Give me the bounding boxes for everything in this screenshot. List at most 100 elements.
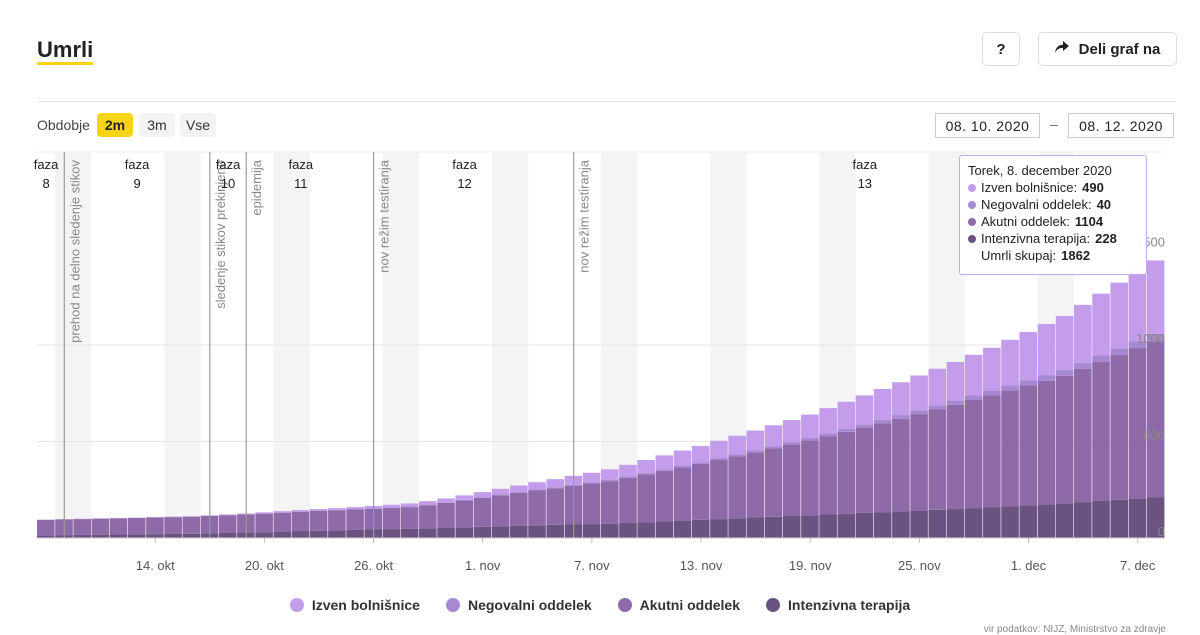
bar-segment-1 bbox=[728, 456, 746, 518]
bar-segment-1 bbox=[710, 460, 728, 519]
tooltip-dot-intenzivna bbox=[968, 235, 976, 243]
bar-segment-3 bbox=[838, 402, 856, 429]
period-all-button[interactable]: Vse bbox=[180, 113, 216, 137]
bar-segment-0 bbox=[1129, 499, 1147, 538]
bar-segment-0 bbox=[692, 520, 710, 538]
bar-segment-2 bbox=[1019, 380, 1037, 385]
bar-segment-1 bbox=[1110, 355, 1128, 500]
bar-segment-3 bbox=[892, 382, 910, 415]
tooltip-dot-akutni bbox=[968, 218, 976, 226]
bar-segment-0 bbox=[383, 529, 401, 538]
date-from-input[interactable]: 08. 10. 2020 bbox=[935, 113, 1040, 138]
bar-segment-3 bbox=[947, 362, 965, 401]
legend-item-intenzivna[interactable]: Intenzivna terapija bbox=[766, 597, 910, 613]
bar-segment-0 bbox=[1074, 502, 1092, 538]
bar-segment-2 bbox=[892, 415, 910, 419]
chart-legend: Izven bolnišnice Negovalni oddelek Akutn… bbox=[0, 597, 1200, 613]
bar-segment-1 bbox=[474, 498, 492, 527]
bar-segment-0 bbox=[455, 527, 473, 538]
bar-segment-2 bbox=[747, 450, 765, 452]
bar-segment-0 bbox=[1019, 505, 1037, 538]
bar-segment-3 bbox=[310, 509, 328, 511]
bar-segment-0 bbox=[619, 523, 637, 538]
bar-segment-3 bbox=[583, 473, 601, 483]
tooltip-label-intenzivna: Intenzivna terapija: bbox=[981, 230, 1090, 247]
bar-segment-2 bbox=[601, 480, 619, 481]
help-button[interactable]: ? bbox=[982, 32, 1020, 66]
phase-label: faza bbox=[853, 157, 878, 172]
bar-segment-3 bbox=[419, 501, 437, 504]
bar-segment-0 bbox=[910, 511, 928, 538]
share-button[interactable]: Deli graf na bbox=[1038, 32, 1177, 66]
bar-segment-2 bbox=[656, 469, 674, 471]
bar-segment-0 bbox=[292, 531, 310, 538]
bar-segment-0 bbox=[219, 533, 237, 538]
bar-segment-3 bbox=[801, 414, 819, 437]
bar-segment-0 bbox=[1110, 500, 1128, 538]
bar-segment-3 bbox=[692, 446, 710, 462]
bar-segment-0 bbox=[255, 532, 273, 538]
period-3m-button[interactable]: 3m bbox=[139, 113, 175, 137]
bar-segment-0 bbox=[656, 521, 674, 538]
period-label: Obdobje bbox=[37, 117, 90, 133]
bar-segment-1 bbox=[328, 510, 346, 530]
tooltip-label-negovalni: Negovalni oddelek: bbox=[981, 196, 1092, 213]
bar-segment-0 bbox=[346, 530, 364, 538]
x-tick-label: 7. dec bbox=[1120, 558, 1156, 573]
x-tick-label: 20. okt bbox=[245, 558, 284, 573]
bar-segment-3 bbox=[437, 498, 455, 502]
bar-segment-2 bbox=[637, 473, 655, 475]
bar-segment-1 bbox=[146, 518, 164, 535]
divider bbox=[37, 101, 1176, 102]
phase-label: faza bbox=[289, 157, 314, 172]
bar-segment-2 bbox=[838, 429, 856, 432]
bar-segment-0 bbox=[419, 528, 437, 538]
bar-segment-2 bbox=[710, 458, 728, 460]
bar-segment-2 bbox=[765, 446, 783, 448]
legend-label-izven: Izven bolnišnice bbox=[312, 597, 420, 613]
bar-segment-0 bbox=[546, 525, 564, 538]
bar-segment-1 bbox=[819, 436, 837, 514]
bar-segment-3 bbox=[1074, 305, 1092, 363]
bar-segment-0 bbox=[1092, 501, 1110, 538]
bar-segment-0 bbox=[947, 509, 965, 538]
bar-segment-3 bbox=[965, 355, 983, 396]
bar-segment-1 bbox=[255, 514, 273, 533]
legend-item-akutni[interactable]: Akutni oddelek bbox=[618, 597, 740, 613]
chart-tooltip: Torek, 8. december 2020 Izven bolnišnice… bbox=[959, 155, 1147, 275]
bar-segment-3 bbox=[474, 492, 492, 497]
bar-segment-0 bbox=[401, 529, 419, 538]
x-tick-label: 1. dec bbox=[1011, 558, 1047, 573]
bar-segment-0 bbox=[583, 524, 601, 538]
bar-segment-1 bbox=[1074, 369, 1092, 502]
bar-segment-0 bbox=[765, 517, 783, 538]
bar-segment-2 bbox=[474, 497, 492, 498]
period-2m-button[interactable]: 2m bbox=[97, 113, 133, 137]
bar-segment-0 bbox=[146, 534, 164, 538]
legend-item-izven[interactable]: Izven bolnišnice bbox=[290, 597, 420, 613]
legend-item-negovalni[interactable]: Negovalni oddelek bbox=[446, 597, 592, 613]
legend-label-negovalni: Negovalni oddelek bbox=[468, 597, 592, 613]
phase-number: 9 bbox=[133, 176, 140, 191]
bar-segment-1 bbox=[1056, 376, 1074, 503]
bar-segment-1 bbox=[274, 513, 292, 532]
bar-segment-0 bbox=[819, 514, 837, 538]
bar-segment-1 bbox=[583, 484, 601, 525]
x-tick-label: 25. nov bbox=[898, 558, 941, 573]
tooltip-row-izven: Izven bolnišnice: 490 bbox=[968, 179, 1138, 196]
bar-segment-1 bbox=[601, 481, 619, 523]
bar-segment-3 bbox=[656, 455, 674, 469]
x-tick-label: 7. nov bbox=[574, 558, 610, 573]
bar-segment-1 bbox=[383, 508, 401, 529]
bar-segment-0 bbox=[801, 515, 819, 538]
phase-number: 12 bbox=[457, 176, 471, 191]
tooltip-label-izven: Izven bolnišnice: bbox=[981, 179, 1077, 196]
bar-segment-1 bbox=[437, 503, 455, 528]
bar-segment-2 bbox=[455, 500, 473, 501]
bar-segment-1 bbox=[856, 428, 874, 513]
page-title: Umrli bbox=[37, 38, 93, 65]
bar-segment-2 bbox=[1074, 363, 1092, 369]
tooltip-total-label: Umrli skupaj: bbox=[981, 247, 1056, 264]
y-tick-label: 500 bbox=[1143, 428, 1165, 443]
date-to-input[interactable]: 08. 12. 2020 bbox=[1068, 113, 1174, 138]
